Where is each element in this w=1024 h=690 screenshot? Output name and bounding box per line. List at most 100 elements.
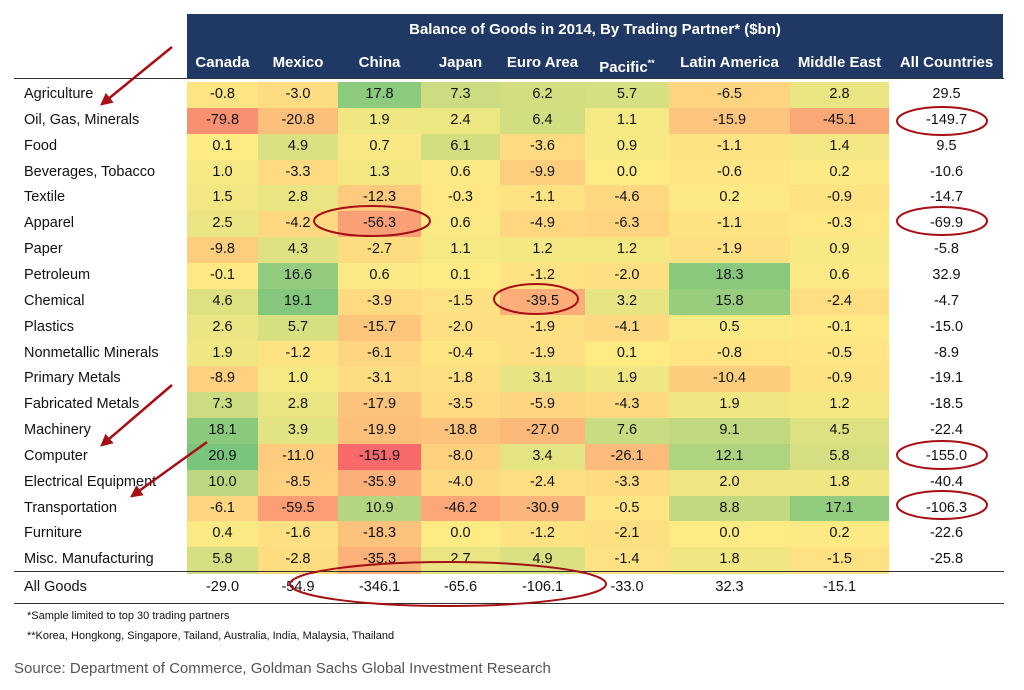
heatmap-cell: -1.5 xyxy=(421,288,500,316)
heatmap-cell: 10.9 xyxy=(338,495,421,522)
heatmap-cell: -46.2 xyxy=(421,495,500,522)
heatmap-cell: -1.9 xyxy=(500,314,585,341)
heatmap-cell: 9.1 xyxy=(669,418,790,445)
all-countries-cell: -19.1 xyxy=(929,370,964,387)
heatmap-cell: 7.3 xyxy=(421,82,500,109)
row-label: Textile xyxy=(24,189,66,206)
heatmap-cell: 2.7 xyxy=(421,547,500,574)
heatmap-cell: -8.9 xyxy=(187,366,258,393)
heatmap-cell: 1.8 xyxy=(790,469,889,497)
heatmap-cell: 0.6 xyxy=(790,262,889,290)
heatmap-cell: -2.4 xyxy=(790,288,889,316)
heatmap-cell: -8.0 xyxy=(421,443,500,471)
heatmap-cell: 16.6 xyxy=(258,262,338,290)
row-label: Beverages, Tobacco xyxy=(24,163,156,180)
all-countries-cell: -106.3 xyxy=(925,499,968,516)
chart-title: Balance of Goods in 2014, By Trading Par… xyxy=(409,21,781,38)
column-header: All Countries xyxy=(899,54,994,71)
heatmap-cell: -11.0 xyxy=(258,443,338,471)
heatmap-cell: -2.8 xyxy=(258,547,338,574)
heatmap-cell: -79.8 xyxy=(187,107,258,135)
heatmap-cell: 2.6 xyxy=(187,314,258,341)
all-countries-cell: -15.0 xyxy=(929,318,964,335)
heatmap-cell: -4.1 xyxy=(585,314,669,341)
heatmap-cell: 10.0 xyxy=(187,469,258,497)
heatmap-cell: 4.3 xyxy=(258,237,338,264)
heatmap-cell: -3.6 xyxy=(500,133,585,161)
heatmap-cell: -56.3 xyxy=(338,211,421,238)
all-countries-cell: -8.9 xyxy=(934,344,959,361)
heatmap-cell: 0.2 xyxy=(669,185,790,212)
heatmap-cell: 0.4 xyxy=(187,521,258,548)
heatmap-cell: 5.7 xyxy=(585,82,669,109)
heatmap-cell: -35.3 xyxy=(338,547,421,574)
all-goods-cell: -29.0 xyxy=(205,579,240,595)
heatmap-cell: -3.1 xyxy=(338,366,421,393)
heatmap-cell: -2.1 xyxy=(585,521,669,548)
heatmap-cell: -0.6 xyxy=(669,159,790,186)
footnote-sample: *Sample limited to top 30 trading partne… xyxy=(27,610,230,622)
row-label: Fabricated Metals xyxy=(24,396,140,413)
heatmap-cell: 1.4 xyxy=(790,133,889,161)
heatmap-cell: -4.0 xyxy=(421,469,500,497)
heatmap-cell: -17.9 xyxy=(338,392,421,419)
row-label: Oil, Gas, Minerals xyxy=(24,111,140,128)
heatmap-cell: 5.8 xyxy=(187,547,258,574)
heatmap-cell: 1.5 xyxy=(187,185,258,212)
header-band xyxy=(187,14,1003,78)
all-countries-cell: -69.9 xyxy=(929,215,964,232)
row-label: Paper xyxy=(24,241,63,258)
all-goods-cell: -33.0 xyxy=(610,579,644,595)
heatmap-cell: -10.4 xyxy=(669,366,790,393)
heatmap-cell: 1.2 xyxy=(790,392,889,419)
all-countries-cell: -10.6 xyxy=(929,163,964,180)
heatmap-cell: 19.1 xyxy=(258,288,338,316)
heatmap-cell: 0.9 xyxy=(585,133,669,161)
heatmap-cell: -1.9 xyxy=(500,340,585,367)
heatmap-cell: -45.1 xyxy=(790,107,889,135)
heatmap-cell: 1.9 xyxy=(338,107,421,135)
heatmap-cell: -0.8 xyxy=(669,340,790,367)
heatmap-cell: -2.7 xyxy=(338,237,421,264)
heatmap-cell: -12.3 xyxy=(338,185,421,212)
row-label: Furniture xyxy=(24,525,83,542)
all-goods-cell: -15.1 xyxy=(822,579,857,595)
heatmap-cell: -1.5 xyxy=(790,547,889,574)
heatmap-cell: -18.8 xyxy=(421,418,500,445)
heatmap-cell: 1.0 xyxy=(187,159,258,186)
heatmap-cell: 5.8 xyxy=(790,443,889,471)
heatmap-cell: 18.3 xyxy=(669,262,790,290)
heatmap-cell: 4.5 xyxy=(790,418,889,445)
row-label: Chemical xyxy=(24,292,85,309)
heatmap-cell: -18.3 xyxy=(338,521,421,548)
all-countries-cell: -18.5 xyxy=(929,396,964,413)
heatmap-cell: -35.9 xyxy=(338,469,421,497)
heatmap-cell: -3.3 xyxy=(258,159,338,186)
heatmap-cell: 17.1 xyxy=(790,495,889,522)
heatmap-cell: 7.6 xyxy=(585,418,669,445)
heatmap-cell: -9.9 xyxy=(500,159,585,186)
heatmap-cell: 1.9 xyxy=(187,340,258,367)
heatmap-cell: -4.3 xyxy=(585,392,669,419)
heatmap-cell: 7.3 xyxy=(187,392,258,419)
heatmap-cell: -151.9 xyxy=(338,443,421,471)
heatmap-cell: -5.9 xyxy=(500,392,585,419)
heatmap-cell: 18.1 xyxy=(187,418,258,445)
row-label: Machinery xyxy=(24,422,91,439)
heatmap-cell: -2.0 xyxy=(421,314,500,341)
row-label: Food xyxy=(24,137,58,154)
all-countries-cell: -40.4 xyxy=(929,473,964,490)
all-countries-cell: -149.7 xyxy=(925,111,968,128)
heatmap-cell: 2.4 xyxy=(421,107,500,135)
heatmap-cell: 1.9 xyxy=(669,392,790,419)
heatmap-cell: -0.5 xyxy=(585,495,669,522)
column-header: Mexico xyxy=(272,54,324,71)
heatmap-cell: -6.1 xyxy=(187,495,258,522)
heatmap-cell: 2.8 xyxy=(258,185,338,212)
heatmap-cell: 0.1 xyxy=(421,262,500,290)
heatmap-cell: -0.1 xyxy=(790,314,889,341)
heatmap-cell: 0.0 xyxy=(585,159,669,186)
heatmap-cell: 2.8 xyxy=(258,392,338,419)
row-label: Apparel xyxy=(24,215,74,232)
heatmap-cell: -0.9 xyxy=(790,366,889,393)
